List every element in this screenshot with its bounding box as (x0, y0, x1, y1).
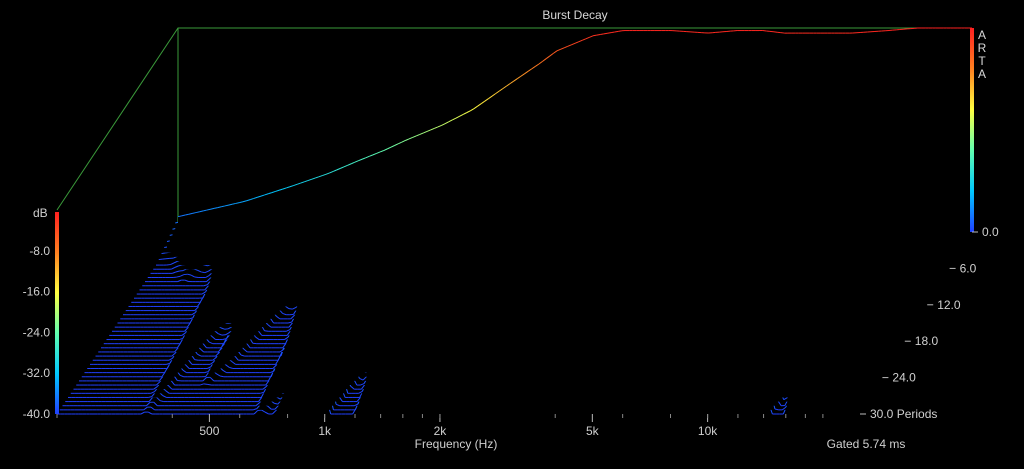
slice-segment (261, 409, 266, 413)
slice-segment (225, 364, 230, 368)
slice-segment (203, 383, 208, 385)
slice-segment (222, 369, 227, 374)
slice-segment (272, 410, 277, 415)
slice-segment (167, 385, 173, 390)
slice-segment (209, 361, 214, 365)
slice-segment (181, 332, 186, 336)
slice-segment (231, 361, 236, 365)
slice-segment (156, 396, 161, 402)
slice-segment (350, 385, 355, 390)
slice-segment (220, 375, 224, 378)
slice-segment (276, 396, 281, 400)
slice-segment (253, 410, 259, 415)
slice-segment (266, 323, 272, 328)
slice-segment (143, 406, 148, 411)
slice-segment (148, 396, 154, 402)
slice-segment (207, 366, 212, 369)
slice-segment (286, 329, 291, 332)
slice-segment (197, 353, 202, 357)
slice-segment (156, 381, 161, 386)
slice-segment (150, 406, 155, 411)
slice-segment (240, 354, 245, 357)
slice-segment (360, 383, 365, 386)
slice-segment (356, 396, 362, 402)
slice-segment (168, 357, 174, 361)
slice-segment (257, 330, 263, 336)
slice-segment (185, 364, 190, 369)
slice-segment (212, 356, 217, 361)
slice-segment (781, 406, 787, 411)
slice-segment (146, 401, 151, 407)
slice-segment (162, 395, 167, 398)
slice-segment (229, 366, 233, 369)
slice-segment (148, 396, 152, 398)
slice-segment (182, 369, 187, 374)
slice-segment (202, 377, 207, 382)
slice-segment (179, 337, 183, 341)
slice-segment (211, 336, 216, 340)
slice-segment (208, 341, 213, 345)
slice-segment (252, 408, 257, 411)
slice-segment (273, 402, 278, 405)
slice-segment (153, 386, 158, 390)
slice-segment (184, 326, 189, 332)
slice-segment (140, 411, 145, 415)
slice-segment (222, 338, 227, 341)
slice-segment (166, 362, 171, 365)
slice-segment (179, 374, 184, 378)
slice-segment (223, 338, 228, 344)
slice-segment (204, 371, 209, 374)
decay-slices (57, 27, 972, 415)
slice-segment (216, 373, 221, 377)
slice-segment (255, 402, 260, 407)
slice-segment (207, 383, 212, 386)
slice-segment (288, 322, 294, 328)
slice-segment (170, 380, 176, 386)
slice-segment (264, 411, 269, 415)
slice-segment (165, 390, 170, 394)
slice-segment (358, 390, 363, 394)
slice-segment (158, 376, 164, 382)
slice-segment (362, 375, 368, 381)
slice-segment (262, 385, 267, 390)
slice-segment (284, 336, 289, 340)
slice-segment (335, 403, 340, 407)
slice-segment (148, 411, 153, 415)
slice-segment (194, 359, 199, 361)
slice-segment (171, 352, 176, 357)
slice-segment (202, 342, 207, 349)
slice-segment (774, 408, 779, 411)
slice-segment (234, 355, 239, 361)
slice-segment (260, 391, 265, 394)
slice-segment (174, 347, 179, 353)
slice-segment (187, 359, 193, 365)
slice-segment (215, 352, 220, 357)
slice-segment (209, 376, 215, 382)
slice-segment (199, 348, 205, 353)
slice-segment (783, 397, 788, 401)
slice-segment (217, 347, 223, 353)
slice-segment (272, 364, 277, 369)
slice-segment (279, 348, 284, 353)
slice-segment (267, 405, 272, 410)
slice-segment (274, 404, 280, 410)
slice-segment (264, 330, 269, 332)
slice-segment (153, 401, 158, 407)
slice-segment (255, 336, 260, 340)
slice-segment (246, 342, 251, 349)
slice-segment (354, 403, 359, 407)
slice-segment (159, 400, 164, 403)
slice-segment (225, 332, 230, 336)
slice-segment (150, 391, 155, 394)
slice-segment (269, 370, 275, 374)
slice-segment (287, 321, 292, 324)
slice-segment (220, 343, 225, 349)
slice-segment (218, 333, 223, 336)
slice-segment (359, 377, 364, 381)
slice-segment (220, 327, 225, 330)
slice-segment (199, 383, 204, 386)
slice-segment (243, 348, 248, 353)
